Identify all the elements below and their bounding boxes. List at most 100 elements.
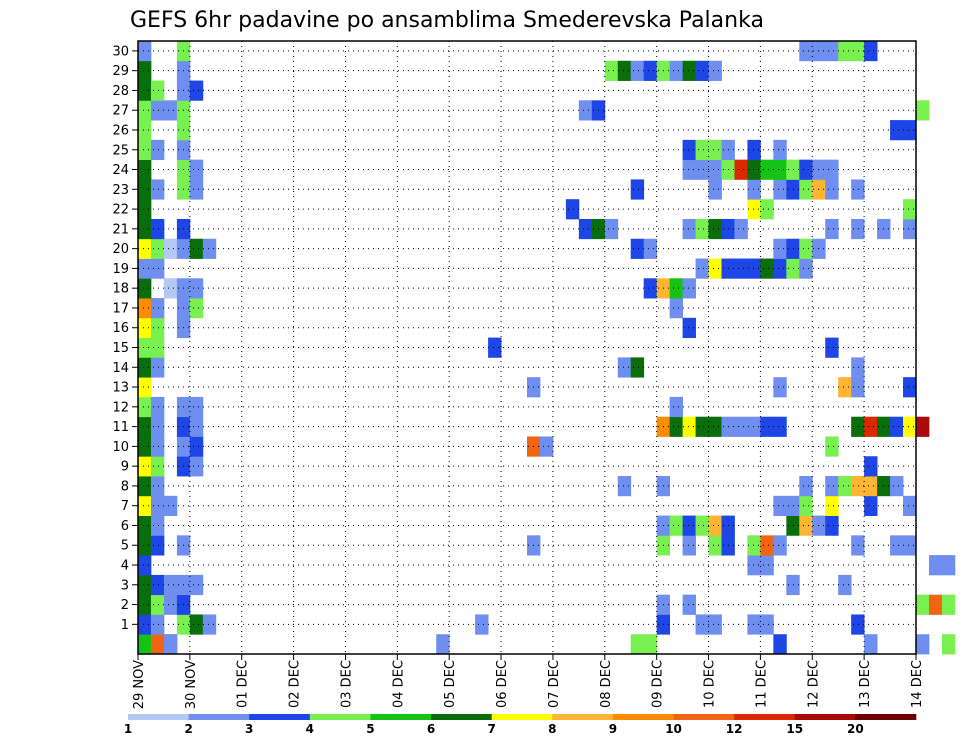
heatmap-cell — [488, 337, 502, 358]
x-tick-label: 03 DEC — [339, 660, 354, 708]
heatmap-cell — [773, 179, 787, 200]
heatmap-cell — [436, 634, 450, 655]
heatmap-cell — [851, 476, 865, 497]
heatmap-cell — [682, 159, 696, 180]
heatmap-cell — [138, 298, 152, 319]
heatmap-cell — [799, 159, 813, 180]
heatmap-cell — [150, 456, 165, 477]
heatmap-cell — [916, 416, 930, 437]
y-tick-label: 28 — [112, 84, 129, 99]
heatmap-cell — [799, 258, 813, 279]
heatmap-cell — [150, 416, 165, 437]
colorbar-label: 12 — [726, 722, 743, 736]
y-tick-label: 11 — [112, 420, 129, 435]
heatmap-cell — [138, 100, 152, 121]
heatmap-cell — [825, 515, 839, 536]
heatmap-cell — [189, 238, 204, 259]
heatmap-cell — [747, 555, 761, 576]
heatmap-cell — [890, 535, 904, 556]
heatmap-cell — [138, 139, 152, 161]
x-tick-label: 07 DEC — [547, 660, 562, 708]
heatmap-cell — [851, 357, 865, 378]
heatmap-cell — [825, 436, 839, 457]
heatmap-cell — [695, 416, 709, 437]
heatmap-cell — [682, 515, 696, 536]
heatmap-cell — [682, 416, 696, 437]
heatmap-cell — [138, 278, 152, 299]
y-tick-label: 9 — [121, 460, 129, 475]
heatmap-cell — [773, 159, 787, 180]
colorbar-swatch — [552, 714, 614, 720]
x-tick-label: 30 NOV — [184, 660, 199, 709]
y-tick-label: 29 — [112, 64, 129, 79]
heatmap-cell — [150, 396, 165, 418]
heatmap-cell — [773, 377, 787, 398]
colorbar-swatch — [370, 714, 432, 720]
heatmap-cell — [138, 377, 152, 398]
heatmap-cell — [747, 159, 761, 180]
heatmap-cell — [682, 278, 696, 299]
y-tick-label: 18 — [112, 282, 129, 297]
heatmap-cell — [864, 476, 878, 497]
heatmap-cell — [734, 416, 748, 437]
x-tick-label: 11 DEC — [754, 660, 769, 708]
heatmap-cell — [138, 456, 152, 477]
heatmap-cell — [760, 535, 774, 556]
heatmap-cell — [630, 60, 645, 81]
x-tick-label: 06 DEC — [495, 660, 510, 708]
colorbar-label: 4 — [306, 722, 314, 736]
heatmap-cell — [138, 258, 152, 279]
heatmap-cell — [643, 238, 658, 259]
heatmap-cell — [630, 357, 645, 378]
heatmap-cell — [475, 614, 489, 635]
heatmap-cell — [941, 555, 956, 576]
y-tick-label: 20 — [112, 242, 129, 257]
heatmap-cell — [760, 159, 774, 180]
heatmap-cell — [760, 555, 774, 576]
heatmap-cell — [150, 139, 165, 161]
heatmap-cell — [669, 278, 683, 299]
heatmap-cell — [150, 100, 165, 121]
heatmap-cell — [851, 535, 865, 556]
heatmap-cell — [138, 179, 152, 200]
heatmap-cell — [150, 614, 165, 635]
heatmap-cell — [150, 258, 165, 279]
heatmap-cell — [189, 396, 204, 418]
heatmap-cell — [138, 199, 152, 220]
heatmap-cell — [138, 159, 152, 180]
heatmap-cell — [903, 377, 917, 398]
heatmap-cell — [851, 377, 865, 398]
heatmap-cell — [669, 515, 683, 536]
heatmap-cell — [708, 179, 722, 200]
heatmap-cells — [138, 41, 956, 655]
heatmap-cell — [150, 634, 165, 655]
x-tick-label: 01 DEC — [236, 660, 251, 708]
heatmap-cell — [150, 298, 165, 319]
heatmap-cell — [604, 218, 619, 240]
heatmap-cell — [163, 238, 178, 259]
y-tick-label: 4 — [121, 559, 129, 574]
heatmap-cell — [138, 555, 152, 576]
heatmap-cell — [734, 159, 748, 180]
colorbar-label: 1 — [124, 722, 132, 736]
colorbar-label: 9 — [609, 722, 617, 736]
heatmap-cell — [747, 179, 761, 200]
heatmap-cell — [903, 535, 917, 556]
heatmap-cell — [138, 416, 152, 437]
colorbar-label: 3 — [245, 722, 253, 736]
x-tick-label: 13 DEC — [858, 660, 873, 708]
heatmap-cell — [747, 416, 761, 437]
heatmap-cell — [890, 120, 904, 141]
heatmap-cell — [669, 416, 683, 437]
heatmap-cell — [928, 555, 943, 576]
heatmap-cell — [630, 238, 645, 259]
colorbar-label: 20 — [847, 722, 864, 736]
x-tick-label: 10 DEC — [703, 660, 718, 708]
heatmap-cell — [189, 416, 204, 437]
heatmap-cell — [825, 179, 839, 200]
heatmap-cell — [565, 199, 580, 220]
x-tick-label: 02 DEC — [288, 660, 303, 708]
colorbar-swatch — [855, 714, 917, 720]
y-tick-label: 8 — [121, 479, 129, 494]
heatmap-cell — [903, 495, 917, 516]
